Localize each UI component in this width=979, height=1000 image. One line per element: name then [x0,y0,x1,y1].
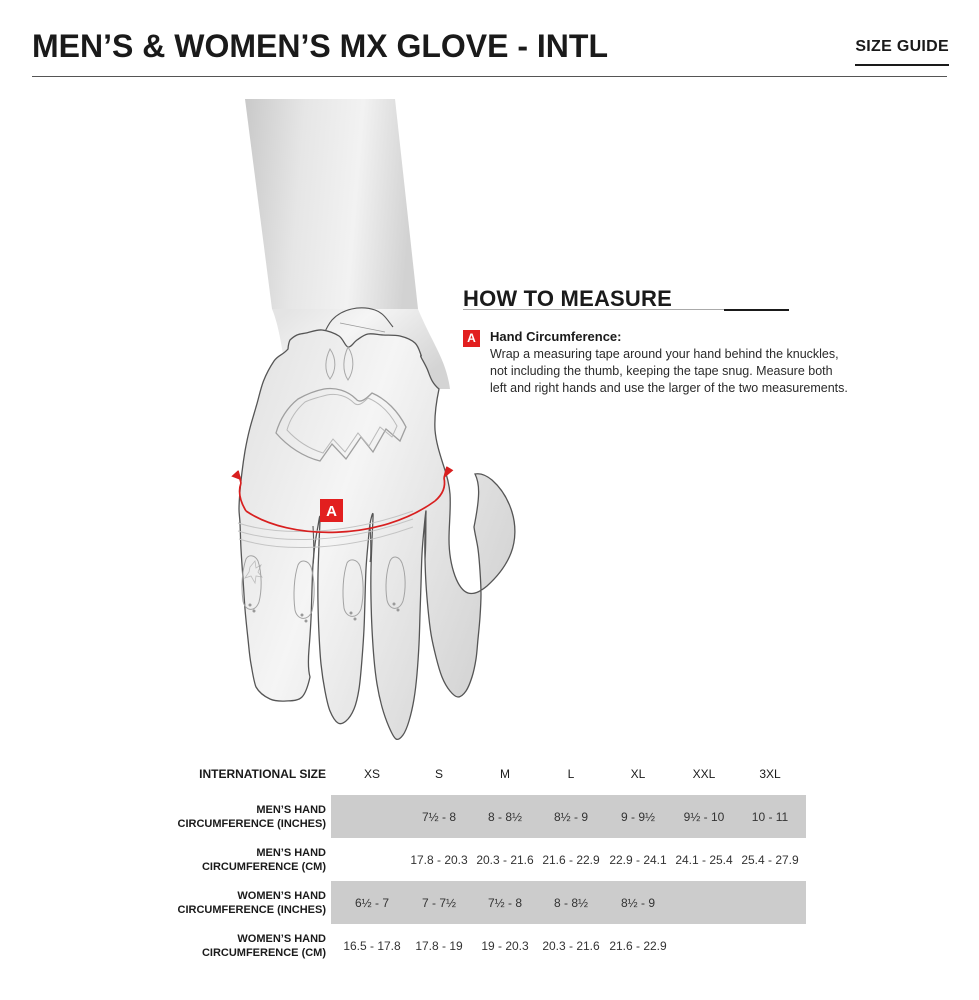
svg-text:A: A [326,503,337,520]
